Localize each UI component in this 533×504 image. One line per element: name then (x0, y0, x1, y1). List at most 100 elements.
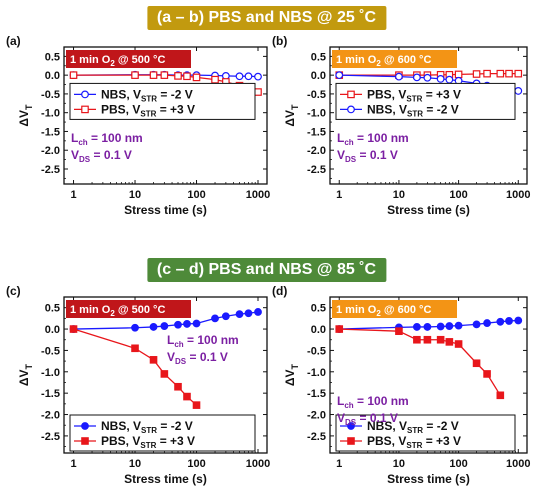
y-tick-label: -0.5 (307, 345, 326, 357)
x-tick-label: 10 (393, 189, 405, 201)
annotation-v-sub: DS (175, 357, 187, 366)
data-point-nbs (445, 75, 454, 84)
data-point-pbs (192, 401, 201, 409)
condition-tag-unit: °C (419, 304, 431, 316)
data-point-pbs (496, 391, 505, 400)
x-tick-label: 1 (336, 189, 342, 201)
legend-marker (81, 437, 89, 445)
plot-frame (63, 46, 268, 185)
data-point-nbs (244, 72, 253, 81)
data-point-nbs (412, 323, 421, 331)
annotation-drain-voltage: VDS = 0.1 V (337, 148, 398, 164)
y-tick-label: 0.5 (311, 303, 326, 315)
condition-tag-bg (66, 50, 191, 68)
panel-label: (b) (272, 34, 287, 48)
y-axis-label: ΔVT (283, 363, 300, 386)
x-tick-label: 1 (336, 458, 342, 470)
annotation-v: V (337, 411, 345, 425)
y-tick-label: 0.0 (45, 324, 60, 336)
y-tick-label: 0.5 (311, 51, 326, 63)
x-tick-label: 100 (449, 458, 467, 470)
legend-label-value: = +3 V (156, 434, 195, 448)
data-point-nbs (436, 322, 445, 331)
x-tick-label: 10 (129, 189, 141, 201)
y-tick-label: -1.5 (41, 388, 60, 400)
legend-label-sub: STR (406, 94, 422, 103)
annotation-drain-voltage: VDS = 0.1 V (167, 350, 228, 366)
legend-label: PBS, VSTR = +3 V (367, 87, 461, 103)
y-axis-label: ΔVT (283, 104, 300, 127)
condition-tag-bg (332, 300, 457, 318)
panel-label: (d) (272, 284, 287, 298)
data-point-pbs (514, 69, 523, 78)
condition-tag-text: 1 min O (70, 304, 111, 316)
data-point-nbs (174, 320, 182, 329)
y-tick-label: -2.5 (307, 431, 326, 443)
y-tick-label: -1.5 (41, 126, 60, 138)
annotation-v-sub: DS (79, 155, 91, 164)
data-point-pbs (505, 69, 513, 78)
legend-label-main: PBS, V (101, 102, 140, 116)
y-axis-label-sub: T (290, 363, 300, 369)
data-point-pbs (69, 71, 78, 79)
x-axis-label: Stress time (s) (387, 203, 470, 217)
condition-tag-rest: @ 600 (381, 304, 419, 316)
annotation-v: V (337, 148, 345, 162)
legend-box (69, 82, 256, 120)
legend-label: PBS, VSTR = +3 V (101, 102, 195, 118)
y-axis-label-main: ΔV (17, 369, 31, 386)
x-tick-label: 100 (187, 458, 205, 470)
condition-tag: 1 min O2 @ 500 °C (70, 54, 165, 68)
legend-label-sub: STR (406, 441, 422, 450)
y-tick-label: -2.5 (307, 164, 326, 176)
legend-label-main: PBS, V (101, 434, 140, 448)
annotation-l-sub: ch (78, 138, 87, 147)
annotation-channel-length: Lch = 100 nm (71, 131, 143, 147)
data-point-nbs (412, 73, 421, 82)
condition-tag-sub: 2 (110, 59, 115, 68)
data-point-pbs (335, 325, 344, 333)
condition-tag-text: 1 min O (70, 54, 111, 66)
chart-panel-2: 0.5 0.0 -0.5 -1.0 -1.5 -2.0 -2.5 1 10 100 1000 Stre… (272, 34, 531, 217)
legend-label-sub: STR (141, 426, 157, 435)
legend-box (335, 82, 516, 120)
chart-panel-1: 0.5 0.0 -0.5 -1.0 -1.5 -2.0 -2.5 1 10 100 1000 Stre… (6, 34, 270, 217)
y-tick-label: -2.0 (307, 410, 326, 422)
data-point-nbs (221, 312, 230, 321)
y-tick-label: -1.0 (41, 108, 60, 120)
condition-tag-rest: @ 500 (115, 54, 153, 66)
x-tick-label: 10 (393, 458, 405, 470)
data-point-pbs (483, 370, 491, 378)
y-tick-label: 0.0 (45, 70, 60, 82)
annotation-l-val: = 100 nm (354, 394, 409, 408)
legend-box (69, 414, 256, 452)
annotation-l-val: = 100 nm (354, 131, 409, 145)
y-tick-label: 0.0 (311, 324, 326, 336)
condition-tag-sub: 2 (376, 59, 381, 68)
data-point-nbs (254, 308, 262, 316)
condition-tag: 1 min O2 @ 500 °C (70, 304, 165, 318)
annotation-channel-length: Lch = 100 nm (337, 394, 409, 410)
annotation-l: L (167, 333, 174, 347)
x-tick-label: 10 (129, 458, 141, 470)
chart-panel-3: 0.5 0.0 -0.5 -1.0 -1.5 -2.0 -2.5 1 10 100 1000 Stre… (6, 284, 270, 486)
legend-label-value: = -2 V (423, 102, 459, 116)
legend-marker (347, 105, 355, 114)
data-point-nbs (395, 72, 403, 81)
legend-label-sub: STR (140, 109, 156, 118)
x-axis-label: Stress time (s) (387, 472, 470, 486)
data-point-pbs (254, 88, 262, 96)
data-point-pbs (483, 69, 491, 78)
annotation-v-val: = 0.1 V (90, 148, 132, 162)
data-point-nbs (472, 320, 481, 329)
y-tick-label: -1.0 (307, 367, 326, 379)
data-point-pbs (496, 69, 505, 78)
condition-tag-unit: °C (153, 304, 165, 316)
annotation-drain-voltage: VDS = 0.1 V (71, 148, 132, 164)
legend-label: PBS, VSTR = +3 V (367, 434, 461, 450)
annotation-v-sub: DS (345, 155, 357, 164)
panel-label: (a) (6, 34, 21, 48)
legend-label-main: NBS, V (101, 87, 141, 101)
condition-tag-bg (66, 300, 191, 318)
data-point-pbs (69, 325, 78, 333)
